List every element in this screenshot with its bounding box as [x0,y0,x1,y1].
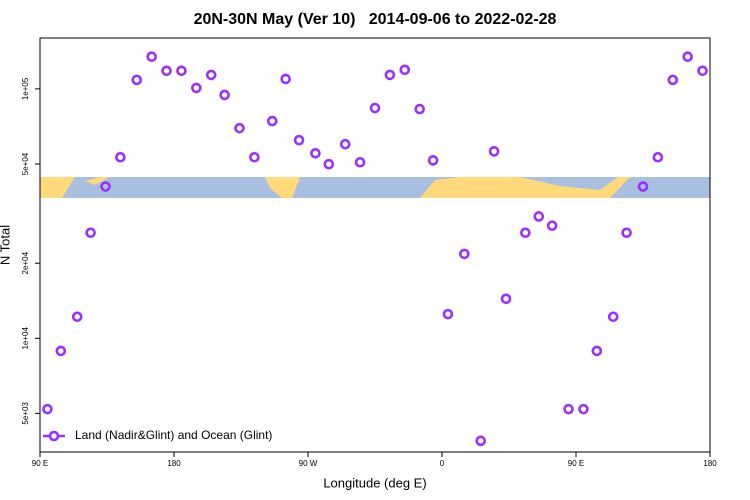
data-point [176,65,187,77]
data-point [533,211,545,222]
x-tick-label: 90 E [568,459,584,468]
data-point [682,51,693,63]
data-point [115,151,126,163]
data-point [697,65,708,77]
data-point [161,65,172,77]
data-point [520,227,531,239]
data-point [621,227,632,239]
data-point [442,308,454,320]
data-point [578,403,589,415]
data-point [427,155,439,166]
legend-marker [48,430,60,442]
y-tick-label: 2e+04 [21,251,30,274]
data-point [266,115,278,127]
data-point [85,227,96,239]
data-point [280,73,291,85]
y-axis-title: N Total [0,225,12,265]
x-tick-label: 0 [440,459,445,468]
data-point [71,311,83,323]
y-tick-label: 1e+05 [21,77,30,100]
x-tick-label: 180 [703,459,717,468]
data-point [414,103,425,115]
data-point [459,248,470,260]
data-point [219,89,230,101]
x-tick-label: 90 W [299,459,318,468]
plot-frame [39,37,711,453]
x-tick-label: 180 [167,459,181,468]
y-tick-label: 1e+04 [21,327,30,350]
data-point [546,220,558,231]
x-tick-label: 90 E [32,459,48,468]
chart-title: 20N-30N May (Ver 10) 2014-09-06 to 2022-… [194,11,557,28]
data-point [100,181,111,192]
data-point [384,69,396,81]
data-point [146,51,157,63]
data-point [339,138,351,150]
data-point [488,146,500,157]
data-point [591,345,603,357]
data-point [667,74,679,86]
data-point [293,134,305,146]
data-point [310,147,321,159]
data-point [205,69,217,81]
map-strip [40,177,710,198]
data-point [249,151,260,163]
y-tick-label: 5e+04 [21,152,30,175]
data-point [323,158,335,170]
data-point [563,403,574,415]
data-point [652,151,664,163]
data-point [475,435,487,447]
data-point [234,122,245,134]
data-point [369,102,381,114]
data-point [42,403,53,415]
data-point [399,64,411,76]
x-axis-title: Longitude (deg E) [323,475,426,490]
y-tick-label: 5e+03 [21,402,30,425]
legend-label: Land (Nadir&Glint) and Ocean (Glint) [75,428,272,442]
data-point [131,74,143,86]
data-point [637,181,649,192]
data-point [55,345,67,357]
data-point [191,82,202,94]
data-point [500,293,512,305]
data-point [607,311,619,323]
data-point [354,156,366,168]
